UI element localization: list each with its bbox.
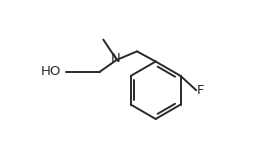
Text: N: N <box>111 52 121 66</box>
Text: F: F <box>197 84 205 97</box>
Text: HO: HO <box>41 65 61 78</box>
